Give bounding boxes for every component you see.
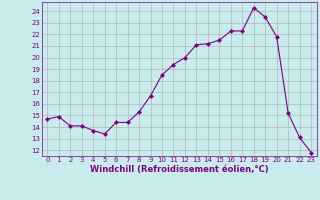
X-axis label: Windchill (Refroidissement éolien,°C): Windchill (Refroidissement éolien,°C): [90, 165, 268, 174]
